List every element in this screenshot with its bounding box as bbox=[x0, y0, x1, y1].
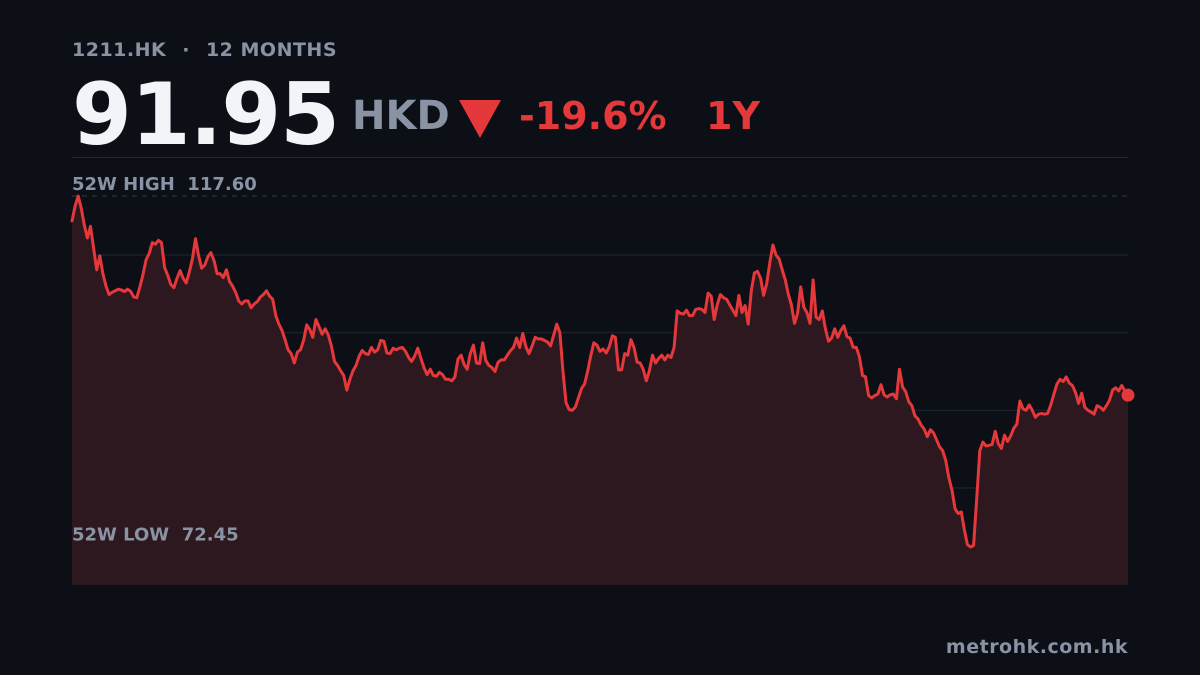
ticker-line: 1211.HK · 12 MONTHS bbox=[72, 39, 337, 61]
range-label: 12 MONTHS bbox=[205, 39, 338, 61]
ticker-separator: · bbox=[182, 39, 190, 61]
currency-label: HKD bbox=[352, 93, 450, 139]
current-price: 91.95 bbox=[72, 65, 340, 165]
last-price-marker bbox=[1121, 388, 1135, 402]
percent-change: -19.6% bbox=[519, 94, 667, 138]
price-line bbox=[70, 194, 1130, 549]
ticker-symbol: 1211.HK bbox=[72, 39, 167, 61]
high-label: 52W HIGH 117.60 bbox=[72, 174, 257, 195]
low-label: 52W LOW 72.45 bbox=[72, 525, 239, 546]
period-label: 1Y bbox=[706, 94, 760, 138]
down-arrow-icon bbox=[459, 100, 501, 138]
source-footer: metrohk.com.hk bbox=[945, 636, 1128, 658]
header-divider bbox=[72, 157, 1128, 158]
price-area-fill bbox=[72, 196, 1128, 585]
